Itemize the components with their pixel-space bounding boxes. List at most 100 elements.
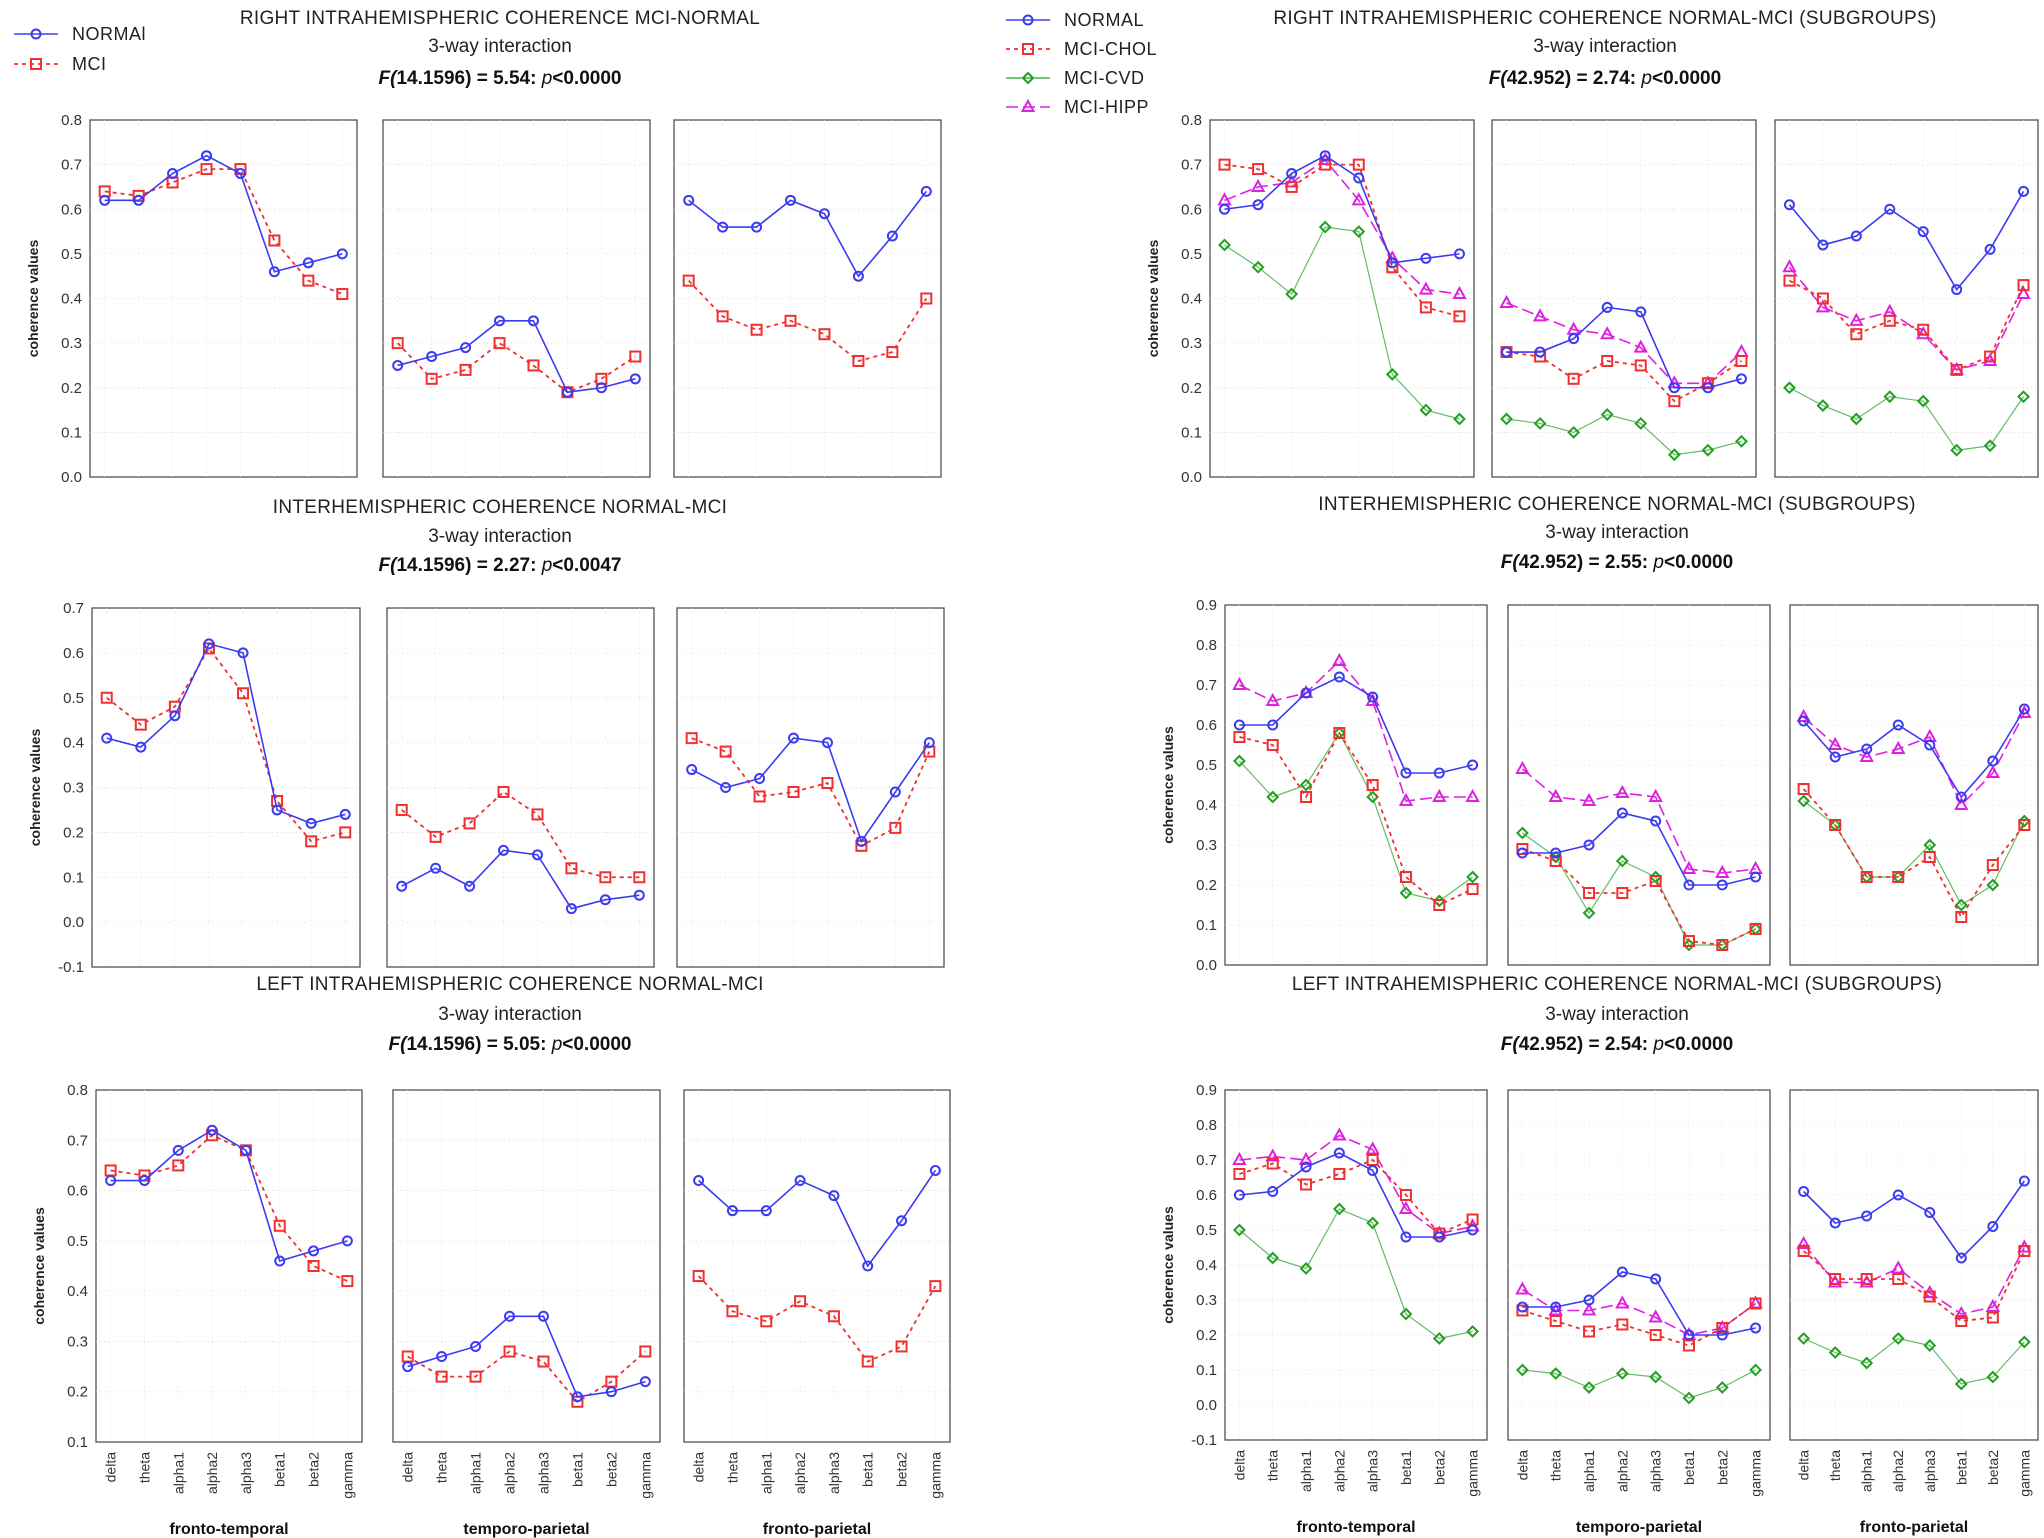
data-point — [1715, 1381, 1729, 1394]
y-tick-label: 0.4 — [1181, 291, 1202, 308]
data-point — [571, 1391, 583, 1403]
data-point — [1250, 178, 1266, 192]
series-normal — [1233, 671, 1479, 779]
data-point — [818, 208, 830, 220]
data-point — [827, 1310, 840, 1323]
data-point — [1467, 759, 1479, 771]
series-mci-cvd — [1500, 408, 1748, 462]
chart-right-intra-sub: RIGHT INTRAHEMISPHERIC COHERENCE NORMAL-… — [1145, 8, 2039, 486]
series-normal — [1783, 185, 2030, 296]
y-tick-label: 0.7 — [61, 157, 82, 174]
series-line — [688, 280, 928, 362]
legend-label: MCI-HIPP — [1064, 97, 1149, 117]
data-point — [1985, 1298, 2001, 1312]
data-point — [1266, 1157, 1279, 1170]
data-point — [1516, 843, 1529, 855]
stat-f: F( — [379, 68, 400, 89]
data-point — [1986, 878, 2000, 892]
data-point — [565, 862, 578, 875]
data-point — [794, 1295, 807, 1308]
chart-subtitle: 3-way interaction — [438, 1004, 582, 1025]
data-point — [862, 1260, 874, 1272]
stat-f: F( — [379, 555, 400, 576]
data-point — [1550, 847, 1562, 859]
data-point — [1318, 220, 1332, 234]
chart-subtitle: 3-way interaction — [428, 36, 572, 57]
series-normal — [99, 150, 348, 278]
series-line — [688, 190, 927, 278]
data-point — [760, 1315, 773, 1328]
data-point — [1735, 354, 1748, 367]
subplot-frame — [1224, 1089, 1488, 1441]
stat-df: 42.952) = 2.55: — [1519, 552, 1654, 573]
x-tick-label: theta — [434, 1452, 450, 1483]
y-tick-label: 0.0 — [61, 469, 82, 486]
series-line — [1522, 1369, 1756, 1399]
data-point — [1515, 1281, 1530, 1295]
x-group-label: fronto-parietal — [1860, 1519, 1968, 1536]
x-tick-label: gamma — [2016, 1450, 2032, 1497]
data-point — [855, 835, 867, 847]
data-point — [1616, 887, 1629, 899]
data-point — [1433, 899, 1446, 911]
series-mci-chol — [1516, 843, 1762, 951]
data-point — [1367, 1165, 1379, 1176]
data-point — [1515, 760, 1530, 774]
data-point — [716, 310, 729, 323]
data-point — [1955, 911, 1968, 923]
subplot-frame — [1224, 604, 1488, 966]
subplot-2 — [382, 119, 651, 478]
data-point — [1955, 791, 1967, 803]
data-point — [138, 1175, 150, 1187]
data-point — [2018, 819, 2031, 831]
data-point — [861, 1355, 874, 1368]
data-point — [1616, 807, 1628, 819]
x-tick-label: beta1 — [1681, 1450, 1697, 1485]
data-point — [1681, 860, 1697, 874]
data-point — [1601, 354, 1614, 367]
data-point — [498, 844, 510, 856]
data-point — [1782, 259, 1797, 273]
chart-statistic: F(42.952) = 2.74: p<0.0000 — [1489, 68, 1721, 89]
data-point — [852, 270, 864, 282]
data-point — [1797, 1332, 1811, 1345]
data-point — [429, 830, 442, 843]
data-point — [561, 386, 573, 398]
data-point — [1849, 412, 1863, 426]
stat-p-value: <0.0000 — [1664, 1034, 1733, 1055]
data-point — [682, 274, 695, 287]
data-point — [1433, 767, 1445, 779]
data-point — [395, 803, 408, 816]
data-point — [929, 1280, 942, 1293]
data-point — [1533, 417, 1547, 430]
chart-left-intra-mci: LEFT INTRAHEMISPHERIC COHERENCE NORMAL-M… — [31, 974, 951, 1538]
subplot-1 — [89, 119, 358, 478]
subplot-2 — [1507, 604, 1771, 966]
subplot-frame — [683, 1089, 951, 1443]
chart-left-intra-sub: LEFT INTRAHEMISPHERIC COHERENCE NORMAL-M… — [1160, 974, 2039, 1536]
chart-title: INTERHEMISPHERIC COHERENCE NORMAL-MCI — [273, 497, 727, 518]
data-point — [1634, 417, 1648, 430]
data-point — [426, 351, 438, 363]
data-point — [1986, 859, 1999, 871]
y-tick-label: 0.9 — [1196, 597, 1217, 614]
data-point — [1549, 1367, 1563, 1380]
data-point — [1501, 346, 1513, 358]
data-point — [1923, 1290, 1936, 1303]
y-tick-label: 0.5 — [63, 690, 84, 707]
data-point — [1399, 871, 1412, 883]
legend-label: MCI — [72, 54, 107, 74]
y-tick-label: 0.4 — [67, 1283, 88, 1300]
data-point — [1891, 1332, 1905, 1345]
stat-p-value: <0.0000 — [1664, 552, 1733, 573]
data-point — [828, 1190, 840, 1202]
data-point — [1917, 323, 1930, 336]
series-mci-cvd — [1515, 1363, 1763, 1405]
data-point — [720, 782, 732, 793]
data-point — [396, 880, 408, 892]
data-point — [1987, 1221, 1999, 1232]
y-tick-label: 0.3 — [1181, 335, 1202, 352]
y-tick-label: 0.1 — [61, 424, 82, 441]
data-point — [2016, 285, 2031, 300]
